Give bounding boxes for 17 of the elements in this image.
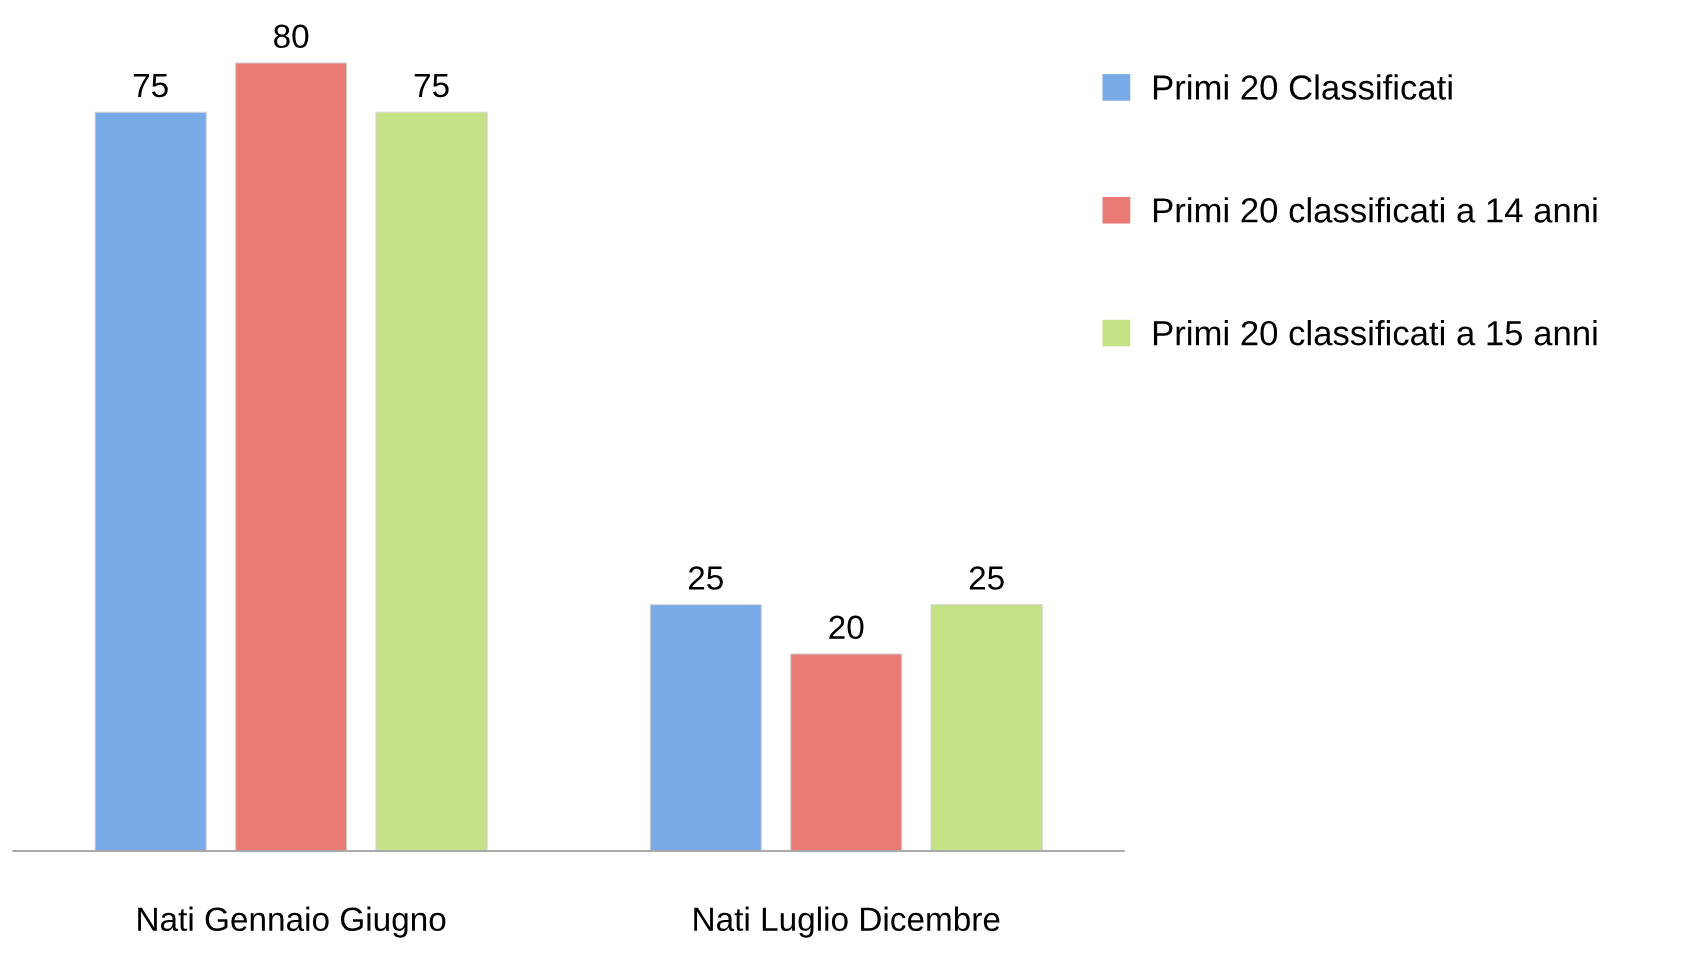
bar — [235, 62, 348, 852]
x-tick-label: Nati Gennaio Giugno — [138, 906, 446, 938]
legend-label: Primi 20 classificati a 14 anni — [1153, 197, 1597, 223]
bar — [649, 604, 762, 852]
bar — [94, 111, 207, 852]
data-label: 75 — [414, 74, 449, 98]
legend-label: Primi 20 classificati a 15 anni — [1153, 319, 1597, 346]
legend-label: Primi 20 Classificati — [1153, 74, 1452, 100]
data-label: 75 — [133, 74, 168, 98]
bar — [790, 653, 903, 852]
x-tick-label: Nati Luglio Dicembre — [694, 906, 1000, 938]
data-label: 20 — [829, 615, 864, 640]
data-label: 25 — [688, 566, 723, 590]
data-label: 80 — [274, 24, 309, 49]
data-label: 25 — [969, 566, 1004, 590]
bar — [930, 604, 1043, 852]
bar — [375, 111, 488, 852]
